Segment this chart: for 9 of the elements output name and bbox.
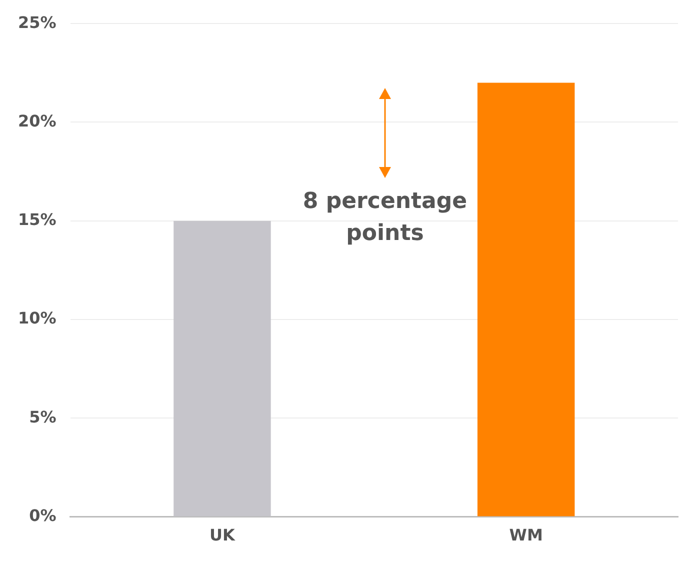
y-tick-label: 20%: [18, 111, 56, 130]
y-tick-label: 15%: [18, 210, 56, 230]
y-tick-label: 10%: [18, 308, 56, 328]
x-tick-label: WM: [509, 526, 543, 545]
x-tick-label: UK: [210, 526, 236, 545]
y-tick-label: 5%: [29, 407, 56, 426]
annotation: 8 percentage points: [302, 188, 468, 248]
y-tick-label: 0%: [29, 506, 56, 525]
y-tick-label: 25%: [18, 12, 56, 32]
